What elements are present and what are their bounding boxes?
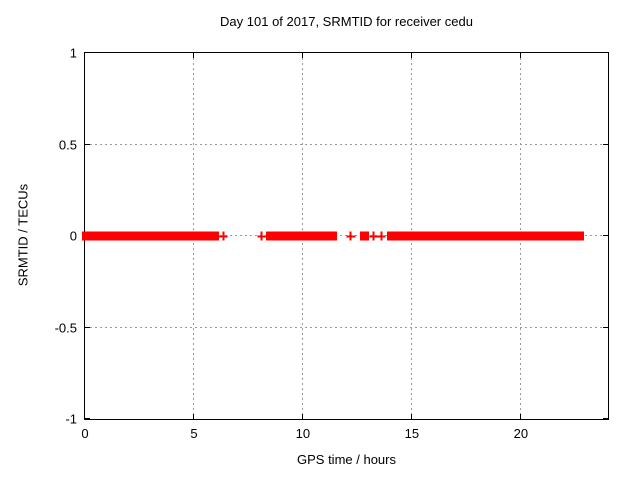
x-tick-mark-bottom [519, 414, 521, 419]
y-tick-label: 0 [69, 228, 77, 244]
grid-line-horizontal [85, 143, 608, 145]
x-tick-mark-bottom [410, 414, 412, 419]
data-segment [386, 231, 585, 241]
plus-marker [218, 231, 228, 241]
plot-area: 0 5 10 15 20 -1 -0.5 0 0.5 1 [55, 46, 609, 441]
chart-title: Day 101 of 2017, SRMTID for receiver ced… [220, 14, 473, 29]
y-tick-mark-left [85, 143, 90, 145]
x-tick-label: 20 [513, 426, 529, 441]
plus-marker [369, 231, 379, 241]
y-tick-mark-left [85, 326, 90, 328]
y-tick-mark-right [603, 418, 608, 419]
x-tick-label: 15 [404, 426, 420, 441]
x-tick-mark-bottom [301, 414, 303, 419]
x-tick-mark-top [410, 53, 412, 58]
data-segment [359, 231, 370, 241]
plus-marker [376, 231, 386, 241]
y-tick-mark-left [85, 52, 90, 53]
x-tick-label: 5 [190, 426, 198, 441]
x-tick-mark-bottom [192, 414, 194, 419]
y-tick-label: -0.5 [54, 320, 77, 335]
y-tick-label: 0.5 [58, 137, 77, 152]
x-tick-label: 0 [81, 426, 89, 441]
y-tick-mark-right [603, 143, 608, 145]
y-axis-label: SRMTID / TECUs [15, 183, 31, 287]
y-tick-mark-right [603, 326, 608, 328]
data-segment [81, 231, 220, 241]
y-tick-mark-right [603, 52, 608, 53]
x-axis-label: GPS time / hours [297, 452, 396, 467]
y-tick-label: -1 [65, 411, 77, 427]
plus-marker [257, 231, 266, 241]
y-tick-mark-left [85, 418, 90, 419]
grid-line-horizontal [85, 326, 608, 328]
x-tick-mark-top [84, 53, 85, 58]
x-tick-mark-bottom [84, 414, 85, 419]
x-tick-mark-top [192, 53, 194, 58]
y-tick-label: 1 [69, 45, 77, 61]
plus-marker [346, 231, 356, 241]
y-tick-mark-right [603, 235, 608, 236]
data-segment [265, 231, 337, 241]
x-tick-mark-top [301, 53, 303, 58]
x-tick-label: 10 [295, 426, 311, 441]
x-tick-mark-top [519, 53, 521, 58]
